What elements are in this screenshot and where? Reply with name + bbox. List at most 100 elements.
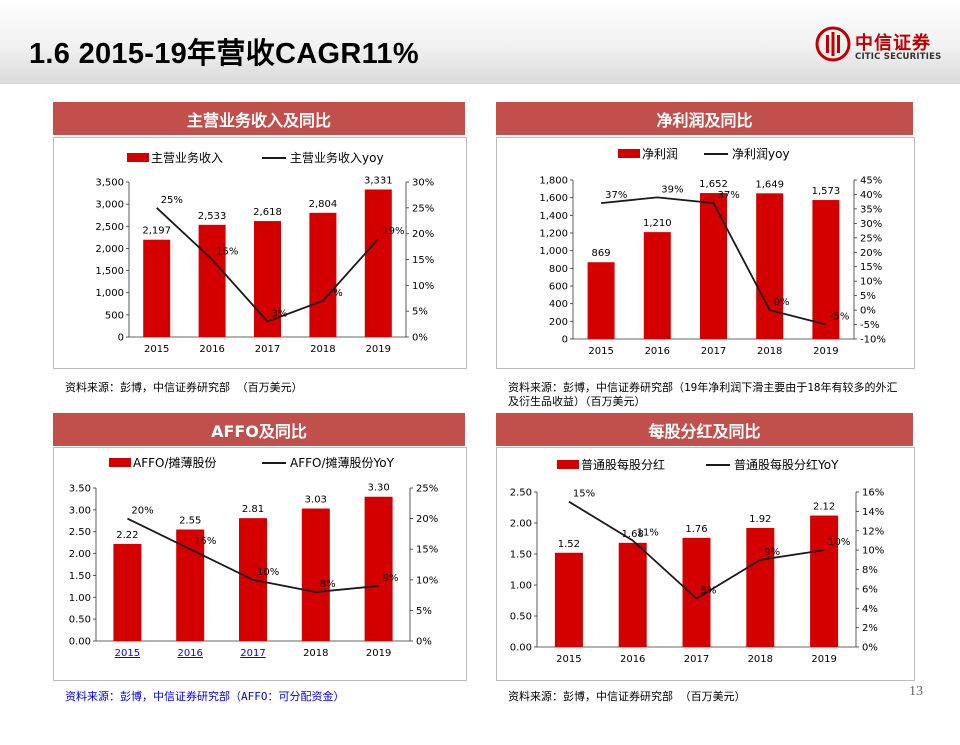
y-right-tick-label: 0% bbox=[416, 637, 432, 648]
y-right-tick-label: 4% bbox=[862, 604, 878, 615]
legend-bar-swatch bbox=[127, 153, 149, 162]
legend-bar-label: AFFO/摊薄股份 bbox=[133, 455, 217, 470]
y-right-tick-label: 35% bbox=[860, 204, 882, 215]
legend-line-label: 普通股每股分红YoY bbox=[734, 457, 839, 472]
y-left-tick-label: 0.00 bbox=[69, 637, 91, 648]
category-label: 2015 bbox=[588, 346, 613, 357]
bar-data-label: 3.30 bbox=[367, 483, 389, 494]
yoy-data-label: 5% bbox=[701, 586, 717, 597]
bar bbox=[113, 543, 142, 641]
panel-header-revenue: 主营业务收入及同比 bbox=[53, 102, 465, 135]
bar-data-label: 3.03 bbox=[305, 495, 327, 506]
y-right-tick-label: 6% bbox=[862, 584, 878, 595]
bar-data-label: 1.92 bbox=[749, 514, 771, 525]
yoy-data-label: 7% bbox=[327, 288, 343, 299]
yoy-data-label: 9% bbox=[383, 573, 399, 584]
legend-line-label: 净利润yoy bbox=[732, 147, 790, 161]
yoy-data-label: 15% bbox=[194, 536, 216, 547]
source-note-affo: 资料来源：彭博，中信证券研究部（AFFO：可分配资金） bbox=[65, 690, 345, 703]
yoy-line bbox=[568, 500, 825, 600]
y-right-tick-label: 20% bbox=[412, 229, 434, 240]
bar bbox=[254, 221, 281, 337]
yoy-data-label: -5% bbox=[830, 312, 849, 323]
yoy-data-label: 39% bbox=[661, 184, 683, 195]
y-right-tick-label: -5% bbox=[860, 320, 879, 331]
y-right-tick-label: 0% bbox=[860, 306, 876, 317]
y-left-tick-label: 400 bbox=[549, 299, 568, 310]
y-left-tick-label: 3.00 bbox=[69, 505, 91, 516]
source-note-dividend: 资料来源：彭博，中信证券研究部 （百万美元） bbox=[508, 690, 746, 703]
y-right-tick-label: 20% bbox=[860, 248, 882, 259]
y-right-tick-label: 2% bbox=[862, 623, 878, 634]
y-right-tick-label: 5% bbox=[416, 606, 432, 617]
y-right-tick-label: 12% bbox=[862, 526, 884, 537]
y-right-tick-label: 0% bbox=[862, 643, 878, 654]
bar-data-label: 2,618 bbox=[253, 207, 282, 218]
bar bbox=[618, 542, 647, 647]
bar-data-label: 2.12 bbox=[813, 502, 835, 513]
title-bar bbox=[0, 0, 960, 84]
y-left-tick-label: 2.00 bbox=[510, 519, 532, 530]
chart-net-income-svg: 净利润 净利润yoy 0 200 400 600 800 1,000 1,200 1,400 1,6… bbox=[539, 147, 885, 357]
bar-data-label: 1,573 bbox=[812, 186, 841, 197]
source-note-net-income: 资料来源：彭博，中信证券研究部（19年净利润下滑主要由于18年有较多的外汇及衍生… bbox=[508, 381, 898, 408]
bar bbox=[554, 552, 583, 647]
y-right-tick-label: 0% bbox=[412, 333, 428, 344]
y-left-tick-label: 500 bbox=[105, 310, 124, 321]
chart-revenue-svg: 主营业务收入 主营业务收入yoy 0 500 1,000 1,500 2,000 2,500 3… bbox=[95, 150, 434, 355]
category-label: 2018 bbox=[310, 344, 335, 355]
y-left-tick-label: 2,500 bbox=[95, 222, 124, 233]
y-left-tick-label: 0 bbox=[562, 335, 568, 346]
legend-bar-label: 普通股每股分红 bbox=[581, 457, 665, 472]
y-right-tick-label: 10% bbox=[416, 575, 438, 586]
bar bbox=[700, 193, 727, 339]
bar bbox=[746, 527, 775, 647]
y-left-tick-label: 200 bbox=[549, 317, 568, 328]
category-label: 2017 bbox=[701, 346, 726, 357]
y-left-tick-label: 600 bbox=[549, 282, 568, 293]
y-right-tick-label: 16% bbox=[862, 488, 884, 499]
yoy-data-label: 15% bbox=[216, 247, 238, 258]
bar bbox=[198, 224, 226, 337]
page-number: 13 bbox=[909, 684, 923, 699]
citic-logo: 中信证券 CITIC SECURITIES bbox=[815, 26, 945, 70]
y-right-tick-label: 14% bbox=[862, 507, 884, 518]
category-label: 2019 bbox=[366, 648, 391, 659]
bar-data-label: 2,804 bbox=[309, 199, 338, 210]
y-left-tick-label: 0.50 bbox=[510, 612, 532, 623]
chart-affo-svg: AFFO/摊薄股份 AFFO/摊薄股份YoY 0.00 0.50 1.00 1.50 2.0… bbox=[69, 455, 439, 659]
bar bbox=[812, 200, 840, 339]
y-right-tick-label: 10% bbox=[862, 546, 884, 557]
yoy-data-label: 15% bbox=[573, 489, 595, 500]
y-left-tick-label: 800 bbox=[549, 264, 568, 275]
yoy-data-label: 25% bbox=[161, 195, 183, 206]
yoy-data-label: 10% bbox=[828, 537, 850, 548]
legend-line-label: AFFO/摊薄股份YoY bbox=[290, 455, 395, 470]
bar bbox=[143, 239, 171, 337]
bar bbox=[756, 193, 784, 339]
yoy-line bbox=[127, 517, 379, 593]
y-right-tick-label: 10% bbox=[860, 277, 882, 288]
panel-header-net-income: 净利润及同比 bbox=[496, 102, 913, 135]
y-left-tick-label: 3.50 bbox=[69, 484, 91, 495]
yoy-data-label: 37% bbox=[605, 190, 627, 201]
bar-data-label: 1,649 bbox=[755, 179, 784, 190]
yoy-data-label: 10% bbox=[257, 567, 279, 578]
y-right-tick-label: 5% bbox=[860, 291, 876, 302]
category-label: 2019 bbox=[366, 344, 391, 355]
citic-logo-icon bbox=[815, 26, 851, 62]
yoy-line bbox=[601, 196, 827, 326]
legend-bar-swatch bbox=[618, 149, 640, 158]
bar bbox=[587, 262, 615, 339]
y-right-tick-label: 20% bbox=[416, 514, 438, 525]
category-label: 2018 bbox=[748, 654, 773, 665]
category-label: 2019 bbox=[813, 346, 838, 357]
y-right-tick-label: 5% bbox=[412, 307, 428, 318]
y-left-tick-label: 0.00 bbox=[510, 643, 532, 654]
legend-bar-label: 净利润 bbox=[642, 147, 678, 161]
category-label: 2018 bbox=[303, 648, 328, 659]
category-label: 2018 bbox=[757, 346, 782, 357]
legend-line-label: 主营业务收入yoy bbox=[290, 150, 384, 165]
y-right-tick-label: 40% bbox=[860, 190, 882, 201]
bar-data-label: 2,533 bbox=[198, 211, 227, 222]
